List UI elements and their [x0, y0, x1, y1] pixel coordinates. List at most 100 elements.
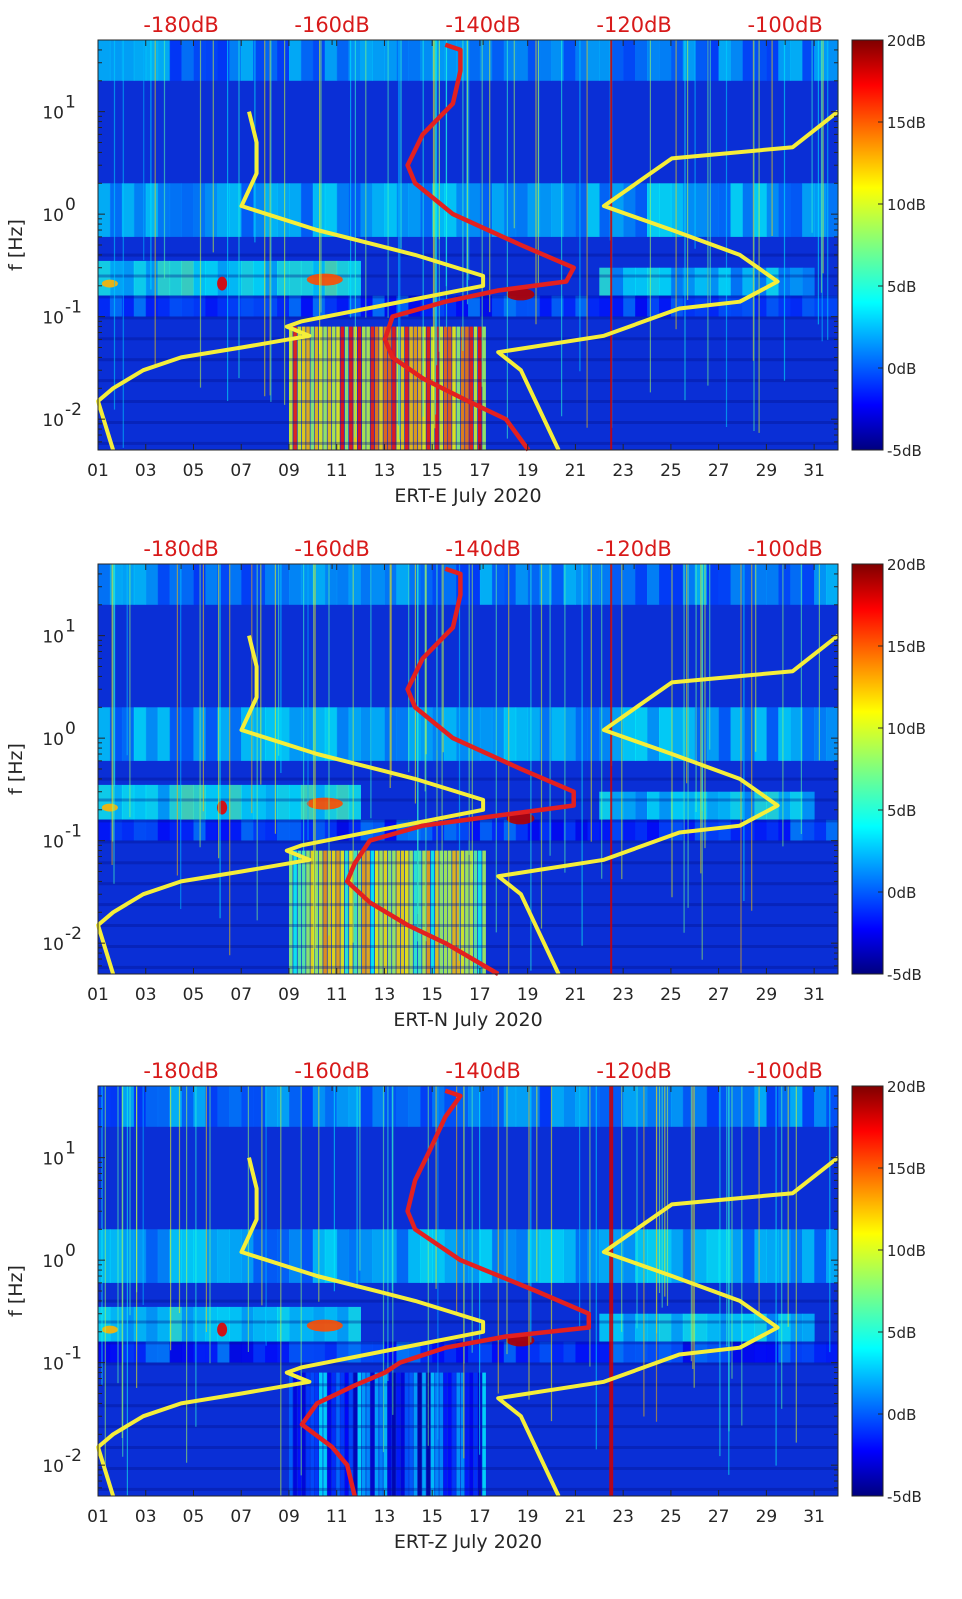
- colorbar-label: 5dB: [887, 1324, 916, 1342]
- spectrogram-band-cell: [718, 819, 731, 841]
- spectrogram-band-cell: [133, 1086, 147, 1127]
- spectrogram-band-cell: [623, 564, 636, 605]
- colorbar-label: 0dB: [887, 884, 916, 902]
- spectrogram-band-cell: [229, 564, 242, 605]
- spectrogram-noise-column: [413, 1372, 418, 1496]
- spectrogram-band-cell: [623, 819, 636, 841]
- spectrogram-band-cell: [324, 1086, 338, 1127]
- spectrogram-stripe: [98, 1487, 838, 1491]
- spectrogram-band-cell: [360, 707, 373, 761]
- spectrogram-noise-column: [482, 326, 486, 450]
- spectrogram-band-cell: [217, 1086, 230, 1127]
- spectrogram-band-cell: [277, 1306, 290, 1342]
- spectrogram-band-cell: [312, 1341, 326, 1363]
- spectrogram-noise-column: [405, 1372, 409, 1496]
- x-tick-label: 27: [708, 985, 730, 1005]
- spectrogram-band-cell: [181, 1306, 194, 1342]
- spectrogram-band-cell: [802, 295, 815, 317]
- spectrogram-band-cell: [181, 819, 194, 841]
- spectrogram-stripe: [98, 1425, 838, 1429]
- spectrogram-band-cell: [300, 295, 314, 317]
- spectrogram-band-cell: [300, 1306, 314, 1342]
- spectrogram-noise-column: [297, 326, 302, 450]
- spectrogram-band-cell: [659, 40, 672, 81]
- spectrogram-noise-column: [323, 1372, 327, 1496]
- colorbar-label: -5dB: [887, 442, 922, 460]
- spectrogram-band-cell: [718, 267, 731, 296]
- spectrogram-band-cell: [121, 40, 135, 81]
- spectrogram-noise-column: [289, 1372, 293, 1496]
- spectrogram-band-cell: [635, 819, 648, 841]
- spectrogram-band-cell: [253, 295, 266, 317]
- spectrogram-noise-column: [473, 326, 478, 450]
- spectrogram-stripe: [98, 945, 838, 948]
- spectrogram-band-cell: [647, 1086, 660, 1127]
- spectrogram-noise-column: [473, 1372, 478, 1496]
- x-tick-label: 09: [278, 985, 300, 1005]
- spectrogram-band-cell: [611, 40, 624, 81]
- spectrogram-band-cell: [205, 1086, 218, 1127]
- spectrogram-band-cell: [539, 819, 552, 841]
- spectrogram-band-cell: [408, 1229, 421, 1283]
- spectrogram-noise-column: [301, 326, 306, 450]
- spectrogram-band-cell: [229, 1086, 242, 1127]
- y-tick-base: 10: [42, 104, 64, 124]
- spectrogram-band-cell: [205, 819, 218, 841]
- x-tick-label: 29: [756, 461, 778, 481]
- spectrogram-band-cell: [121, 707, 135, 761]
- y-tick-label: 10: [42, 411, 64, 431]
- colorbar-label: 5dB: [887, 278, 916, 296]
- spectrogram-band-cell: [539, 40, 552, 81]
- y-tick-exponent: 1: [65, 1139, 76, 1159]
- spectrogram-band-cell: [778, 707, 791, 761]
- spectrogram-band-cell: [611, 295, 624, 317]
- spectrogram-band-cell: [253, 819, 266, 841]
- y-tick-base: 10: [42, 628, 64, 648]
- spectrogram-noise-column: [357, 1372, 362, 1496]
- colorbar: [851, 1085, 884, 1497]
- spectrogram-band-cell: [360, 564, 373, 605]
- spectrogram-band-cell: [587, 564, 600, 605]
- spectrogram-stripe: [98, 924, 838, 927]
- spectrogram-band-cell: [718, 295, 731, 317]
- spectrogram-band-cell: [587, 819, 600, 841]
- x-tick-label: 23: [612, 985, 634, 1005]
- spectrogram-band-cell: [802, 183, 815, 237]
- spectrogram-noise-column: [366, 326, 370, 450]
- spectrogram-noise-column: [400, 850, 405, 974]
- spectrogram-band-cell: [384, 40, 397, 81]
- spectrogram-band-cell: [730, 267, 743, 296]
- spectrogram-band-cell: [527, 183, 541, 237]
- y-tick-exponent: -1: [65, 298, 82, 318]
- x-tick-label: 15: [421, 1507, 443, 1527]
- spectrogram-band-cell: [420, 1086, 433, 1127]
- spectrogram-band-cell: [814, 1229, 827, 1283]
- spectrogram-band-cell: [468, 1229, 481, 1283]
- spectrogram-band-cell: [682, 40, 696, 81]
- spectrogram-band-cell: [205, 1306, 218, 1342]
- spectrogram-band-cell: [682, 1229, 696, 1283]
- top-db-label: -140dB: [445, 537, 520, 561]
- spectrogram-band-cell: [98, 784, 111, 820]
- spectrogram-band-cell: [814, 564, 827, 605]
- spectrogram-band-cell: [527, 564, 541, 605]
- spectrogram-band-cell: [133, 1229, 147, 1283]
- spectrogram-band-cell: [121, 260, 135, 296]
- spectrogram-noise-column: [422, 850, 426, 974]
- spectrogram-band-cell: [659, 564, 672, 605]
- spectrogram-band-cell: [623, 1313, 636, 1342]
- y-tick-exponent: -2: [65, 1446, 82, 1466]
- spectrogram-band-cell: [599, 1313, 612, 1342]
- spectrogram-noise-column: [301, 850, 306, 974]
- spectrogram-band-cell: [730, 791, 743, 820]
- spectrogram-band-cell: [241, 564, 254, 605]
- spectrogram-band-cell: [670, 1341, 684, 1363]
- spectrogram-noise-column: [430, 326, 435, 450]
- spectrogram-noise-column: [314, 850, 319, 974]
- spectrogram-band-cell: [121, 1229, 135, 1283]
- spectrogram-noise-column: [349, 850, 353, 974]
- spectrogram-band-cell: [766, 819, 779, 841]
- spectrogram-band-cell: [670, 267, 684, 296]
- spectrogram-band-cell: [790, 707, 803, 761]
- spectrogram-noise-column: [443, 1372, 448, 1496]
